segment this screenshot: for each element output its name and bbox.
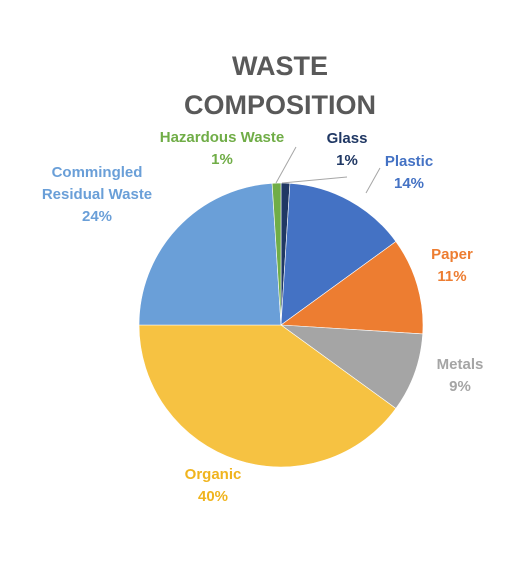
pie-slices xyxy=(138,182,424,468)
slice-label-commingled-residual-waste-line-2: Residual Waste xyxy=(42,186,152,203)
slice-label-hazardous-waste: Hazardous Waste xyxy=(160,129,284,146)
slice-label-commingled-residual-waste-line-1: Commingled xyxy=(52,164,143,181)
slice-value-organic: 40% xyxy=(198,488,228,505)
slice-hazardous-waste xyxy=(271,182,282,326)
leader-line-plastic xyxy=(365,167,381,194)
slice-value-hazardous-waste: 1% xyxy=(211,151,233,168)
slice-commingled-residual-waste xyxy=(138,182,282,326)
slice-label-glass: Glass xyxy=(327,130,368,147)
chart-title-line-2: COMPOSITION xyxy=(184,90,376,120)
slice-value-commingled-residual-waste: 24% xyxy=(82,208,112,225)
slice-plastic xyxy=(280,182,397,326)
slice-label-paper: Paper xyxy=(431,246,473,263)
slice-organic xyxy=(138,324,397,468)
slice-value-plastic: 14% xyxy=(394,175,424,192)
chart-title-line-1: WASTE xyxy=(232,51,328,81)
slice-value-glass: 1% xyxy=(336,152,358,169)
slice-label-metals: Metals xyxy=(437,356,484,373)
slice-label-plastic: Plastic xyxy=(385,153,433,170)
leader-lines xyxy=(275,146,381,194)
leader-line-glass xyxy=(281,176,348,184)
slice-metals xyxy=(279,324,424,409)
slice-labels: Glass 1% Plastic 14% Paper 11% Metals 9% Organic… xyxy=(42,129,484,505)
leader-line-hazardous-waste xyxy=(275,146,297,184)
slice-paper xyxy=(280,241,424,335)
slice-label-organic: Organic xyxy=(185,466,242,483)
slice-value-paper: 11% xyxy=(437,268,466,285)
slice-value-metals: 9% xyxy=(449,378,471,395)
